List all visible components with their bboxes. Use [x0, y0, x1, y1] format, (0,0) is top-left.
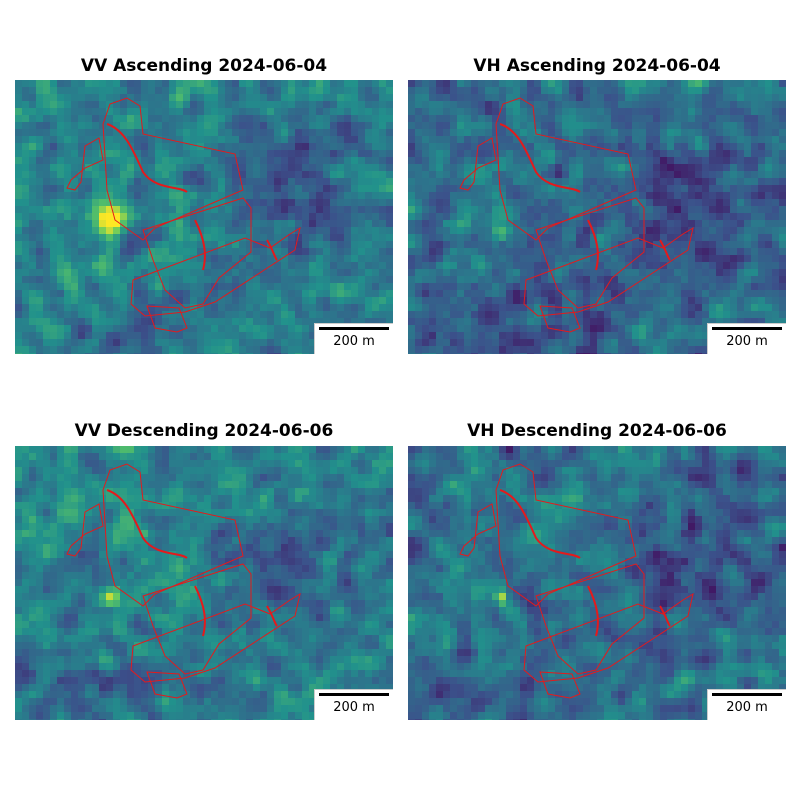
- panel-vh-ascending: 200 m: [408, 80, 786, 354]
- field-boundary-outline: [495, 463, 637, 607]
- field-boundary-outline: [130, 226, 301, 317]
- panel-vv-ascending: 200 m: [15, 80, 393, 354]
- field-boundary-outline: [66, 503, 104, 557]
- panel-vv-descending: 200 m: [15, 446, 393, 720]
- scalebar-line: [319, 327, 389, 330]
- field-boundary-outline: [499, 123, 671, 271]
- field-boundary-outline: [142, 197, 252, 309]
- scalebar: 200 m: [314, 689, 393, 720]
- field-boundary-outline: [459, 137, 497, 191]
- panel-title-vv-descending: VV Descending 2024-06-06: [74, 421, 334, 441]
- scalebar: 200 m: [707, 323, 786, 354]
- sar-raster-vh-ascending: [408, 80, 786, 354]
- field-boundary-outline: [495, 97, 637, 241]
- panel-vh-descending: 200 m: [408, 446, 786, 720]
- field-boundary-outline: [146, 305, 188, 333]
- sar-raster-vh-descending: [408, 446, 786, 720]
- scalebar-label: 200 m: [333, 700, 375, 715]
- scalebar-label: 200 m: [726, 700, 768, 715]
- scalebar: 200 m: [314, 323, 393, 354]
- field-boundary-outline: [523, 592, 694, 683]
- sar-raster-vv-descending: [15, 446, 393, 720]
- scalebar-line: [712, 327, 782, 330]
- field-boundary-outline: [499, 489, 671, 637]
- field-boundary-outline: [539, 305, 581, 333]
- field-boundary-outline: [102, 97, 244, 241]
- scalebar-line: [712, 693, 782, 696]
- scalebar-label: 200 m: [333, 334, 375, 349]
- field-boundary-outline: [535, 563, 645, 675]
- panel-title-vh-ascending: VH Ascending 2024-06-04: [473, 56, 721, 76]
- field-boundary-outline: [106, 489, 278, 637]
- field-boundary-outline: [106, 123, 278, 271]
- field-boundary-outline: [142, 563, 252, 675]
- field-boundary-outline: [146, 671, 188, 699]
- field-boundary-outline: [102, 463, 244, 607]
- panel-title-vh-descending: VH Descending 2024-06-06: [467, 421, 727, 441]
- field-boundary-outline: [535, 197, 645, 309]
- sar-raster-vv-ascending: [15, 80, 393, 354]
- scalebar: 200 m: [707, 689, 786, 720]
- field-boundary-outline: [523, 226, 694, 317]
- scalebar-line: [319, 693, 389, 696]
- field-boundary-outline: [539, 671, 581, 699]
- field-boundary-outline: [130, 592, 301, 683]
- field-boundary-outline: [66, 137, 104, 191]
- scalebar-label: 200 m: [726, 334, 768, 349]
- field-boundary-outline: [459, 503, 497, 557]
- panel-title-vv-ascending: VV Ascending 2024-06-04: [80, 56, 328, 76]
